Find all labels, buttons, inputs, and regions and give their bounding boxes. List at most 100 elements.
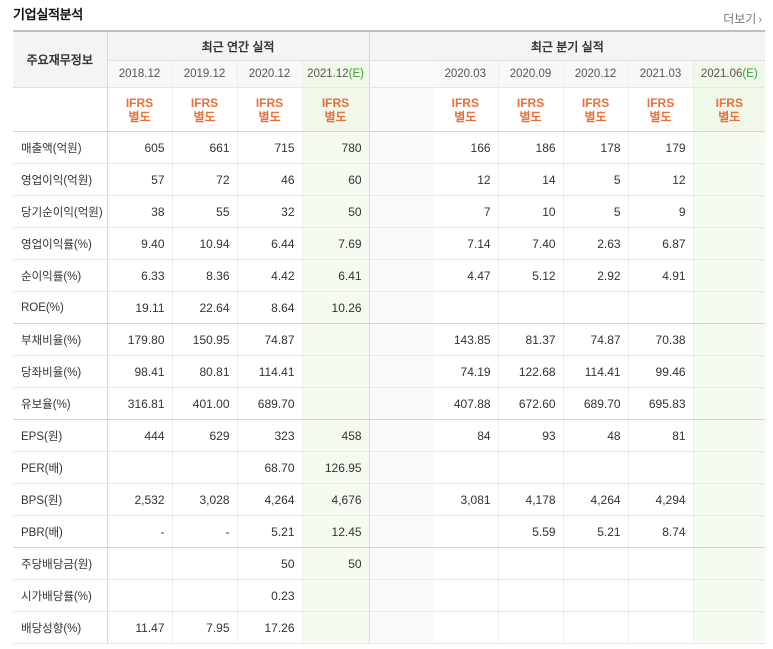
annual-value-cell: 689.70 xyxy=(237,387,303,420)
quarter-value-cell xyxy=(693,323,766,356)
quarter-value-cell: 122.68 xyxy=(498,355,564,388)
row-label: 영업이익(억원) xyxy=(13,163,108,196)
annual-value-cell: 6.33 xyxy=(107,259,173,292)
quarter-value-cell: 4.91 xyxy=(628,259,694,292)
annual-value-cell xyxy=(172,579,238,612)
annual-value-cell xyxy=(172,451,238,484)
annual-value-cell: 0.23 xyxy=(237,579,303,612)
ifrs-badge: IFRS 별도 xyxy=(107,87,173,132)
quarter-value-cell xyxy=(433,611,499,644)
ifrs-badge: IFRS 별도 xyxy=(172,87,238,132)
quarter-value-cell: 7.14 xyxy=(433,227,499,260)
annual-value-cell xyxy=(172,547,238,580)
accounting-standard-row: IFRS 별도 IFRS 별도 IFRS 별도 IFRS 별도 IFRS 별도 IFRS 별… xyxy=(13,87,766,132)
annual-value-cell: 323 xyxy=(237,419,303,452)
quarter-value-cell xyxy=(628,451,694,484)
annual-value-cell: 3,028 xyxy=(172,483,238,516)
annual-value-cell xyxy=(302,387,370,420)
quarter-value-cell: 4,294 xyxy=(628,483,694,516)
row-label: 순이익률(%) xyxy=(13,259,108,292)
table-row: ROE(%) 19.11 22.64 8.64 10.26 xyxy=(13,291,766,324)
annual-value-cell xyxy=(302,579,370,612)
separator-cell xyxy=(369,163,434,196)
annual-value-cell: 55 xyxy=(172,195,238,228)
period-header: 2019.12 xyxy=(172,60,238,88)
quarter-value-cell: 179 xyxy=(628,131,694,164)
table-row: PER(배) 68.70 126.95 xyxy=(13,451,766,484)
annual-value-cell: 50 xyxy=(302,547,370,580)
annual-value-cell: 8.36 xyxy=(172,259,238,292)
annual-value-cell: 4,264 xyxy=(237,483,303,516)
separator-cell xyxy=(369,87,434,132)
period-header: 2021.03 xyxy=(628,60,694,88)
quarter-value-cell xyxy=(628,291,694,324)
table-row: PBR(배) - -5.21 12.45 5.59 5.21 8.74 xyxy=(13,515,766,548)
annual-value-cell: 38 xyxy=(107,195,173,228)
quarter-value-cell xyxy=(693,451,766,484)
annual-value-cell: 444 xyxy=(107,419,173,452)
table-row: 배당성향(%) 11.47 7.95 17.26 xyxy=(13,611,766,644)
quarter-value-cell xyxy=(498,451,564,484)
quarter-value-cell: 8.74 xyxy=(628,515,694,548)
quarter-value-cell xyxy=(433,579,499,612)
ifrs-badge: IFRS 별도 xyxy=(628,87,694,132)
row-label: PBR(배) xyxy=(13,515,108,548)
ifrs-badge: IFRS 별도 xyxy=(237,87,303,132)
period-header-row: 2018.12 2019.12 2020.12 2021.12(E) 2020.… xyxy=(13,60,766,88)
row-label: 유보율(%) xyxy=(13,387,108,420)
annual-value-cell: 8.64 xyxy=(237,291,303,324)
estimate-mark: (E) xyxy=(742,68,758,80)
quarter-value-cell xyxy=(498,611,564,644)
quarter-value-cell xyxy=(693,227,766,260)
quarter-value-cell xyxy=(693,195,766,228)
annual-value-cell: 126.95 xyxy=(302,451,370,484)
table-row: 유보율(%) 316.81 401.00 689.70 407.88 672.60 689.… xyxy=(13,387,766,420)
annual-value-cell: 57 xyxy=(107,163,173,196)
quarterly-group-header: 최근 분기 실적 xyxy=(369,30,766,61)
annual-value-cell: 46 xyxy=(237,163,303,196)
quarter-value-cell xyxy=(498,547,564,580)
annual-value-cell: 98.41 xyxy=(107,355,173,388)
period-header-estimate: 2021.12(E) xyxy=(302,60,370,88)
quarter-value-cell: 81 xyxy=(628,419,694,452)
annual-value-cell xyxy=(302,323,370,356)
chevron-right-icon: › xyxy=(758,14,762,26)
ifrs-badge: IFRS 별도 xyxy=(693,87,766,132)
quarter-value-cell: 5 xyxy=(563,195,629,228)
quarter-value-cell xyxy=(693,419,766,452)
ifrs-badge: IFRS 별도 xyxy=(563,87,629,132)
quarter-value-cell xyxy=(693,547,766,580)
separator-cell xyxy=(369,547,434,580)
annual-value-cell xyxy=(302,611,370,644)
quarter-value-cell: 178 xyxy=(563,131,629,164)
quarter-value-cell xyxy=(693,579,766,612)
quarter-value-cell xyxy=(693,291,766,324)
quarter-value-cell xyxy=(693,483,766,516)
row-label: 영업이익률(%) xyxy=(13,227,108,260)
annual-value-cell: 17.26 xyxy=(237,611,303,644)
annual-value-cell: 179.80 xyxy=(107,323,173,356)
annual-value-cell xyxy=(107,579,173,612)
table-row: 당좌비율(%) 98.41 80.81 114.41 74.19 122.68 114.41… xyxy=(13,355,766,388)
label-column-spacer xyxy=(13,87,108,132)
quarter-value-cell xyxy=(693,515,766,548)
more-link[interactable]: 더보기 › xyxy=(723,10,762,27)
row-label: 주당배당금(원) xyxy=(13,547,108,580)
row-label: 매출액(억원) xyxy=(13,131,108,164)
separator-cell xyxy=(369,323,434,356)
quarter-value-cell: 4,264 xyxy=(563,483,629,516)
separator-cell xyxy=(369,611,434,644)
ifrs-badge: IFRS 별도 xyxy=(433,87,499,132)
period-header: 2020.03 xyxy=(433,60,499,88)
row-label: BPS(원) xyxy=(13,483,108,516)
annual-value-cell: 10.26 xyxy=(302,291,370,324)
annual-value-cell: 72 xyxy=(172,163,238,196)
quarter-value-cell: 166 xyxy=(433,131,499,164)
quarter-value-cell: 99.46 xyxy=(628,355,694,388)
quarter-value-cell: 5 xyxy=(563,163,629,196)
annual-value-cell: 10.94 xyxy=(172,227,238,260)
quarter-value-cell: 74.19 xyxy=(433,355,499,388)
ifrs-badge: IFRS 별도 xyxy=(498,87,564,132)
annual-value-cell: 7.95 xyxy=(172,611,238,644)
annual-value-cell: 4.42 xyxy=(237,259,303,292)
